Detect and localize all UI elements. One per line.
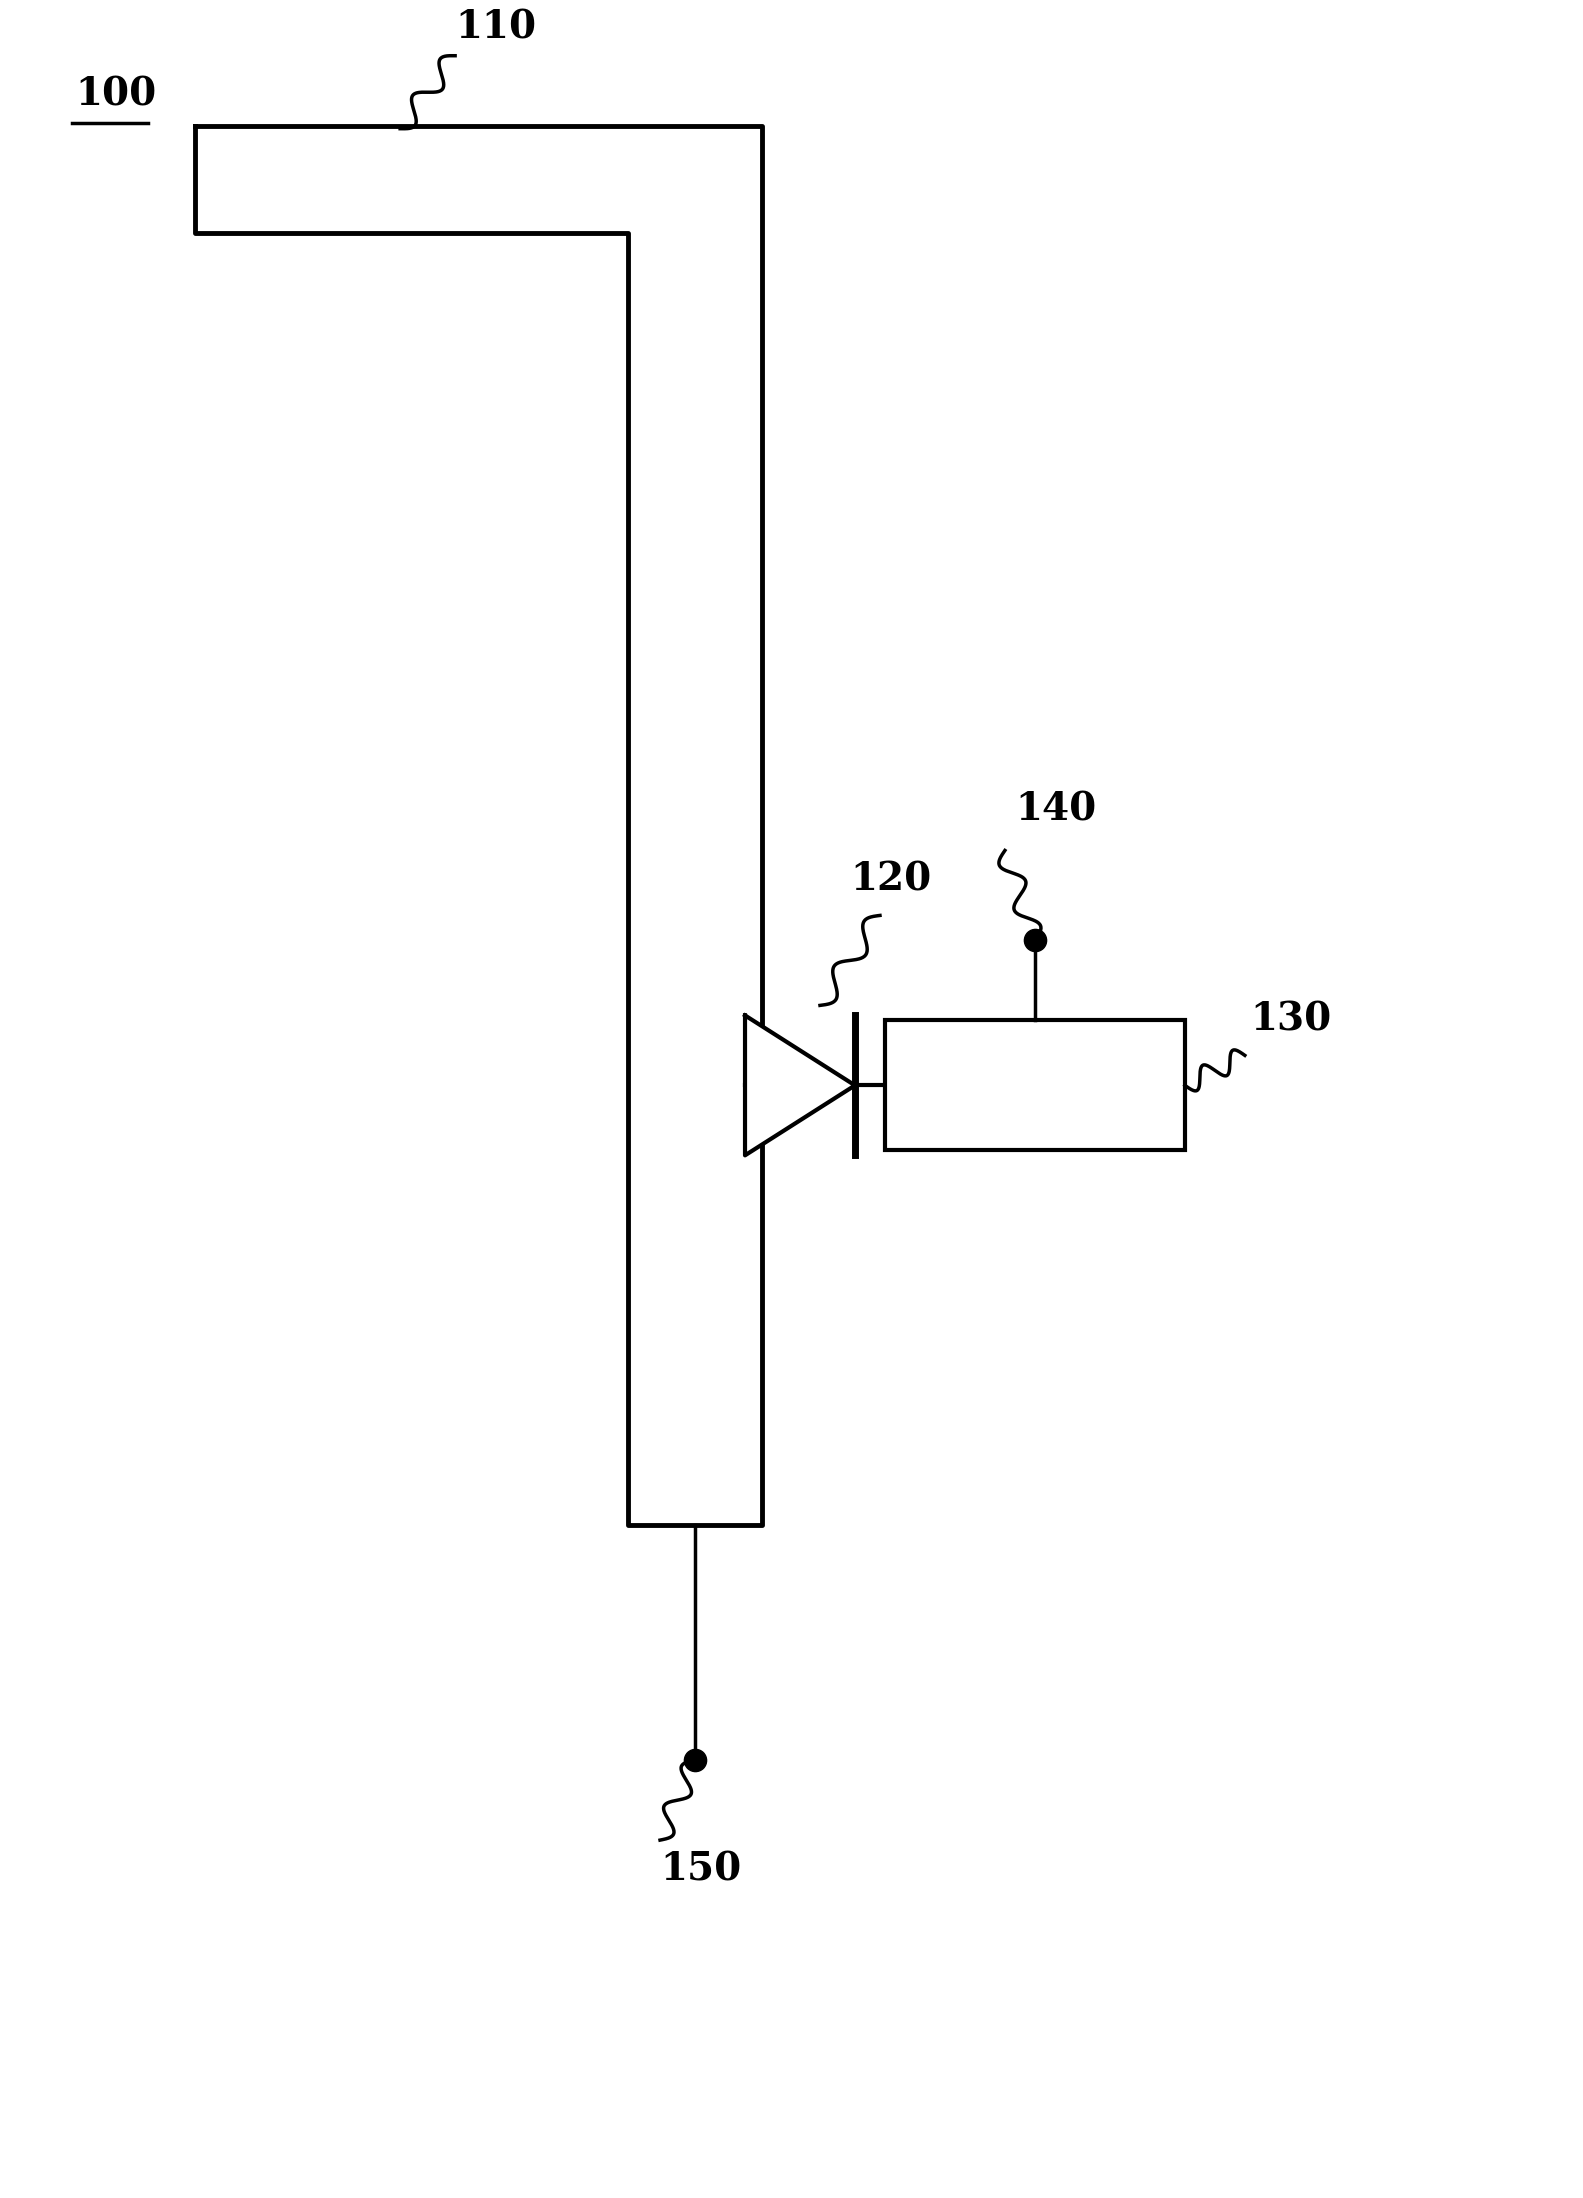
Polygon shape (746, 1015, 855, 1156)
Text: 140: 140 (1015, 791, 1095, 829)
Text: 110: 110 (456, 9, 537, 46)
Bar (885, 1020, 1184, 1150)
Polygon shape (195, 125, 761, 1525)
Text: 130: 130 (1251, 1000, 1331, 1037)
Text: 120: 120 (850, 859, 931, 899)
Text: 150: 150 (660, 1851, 741, 1888)
Text: 100: 100 (76, 75, 157, 114)
